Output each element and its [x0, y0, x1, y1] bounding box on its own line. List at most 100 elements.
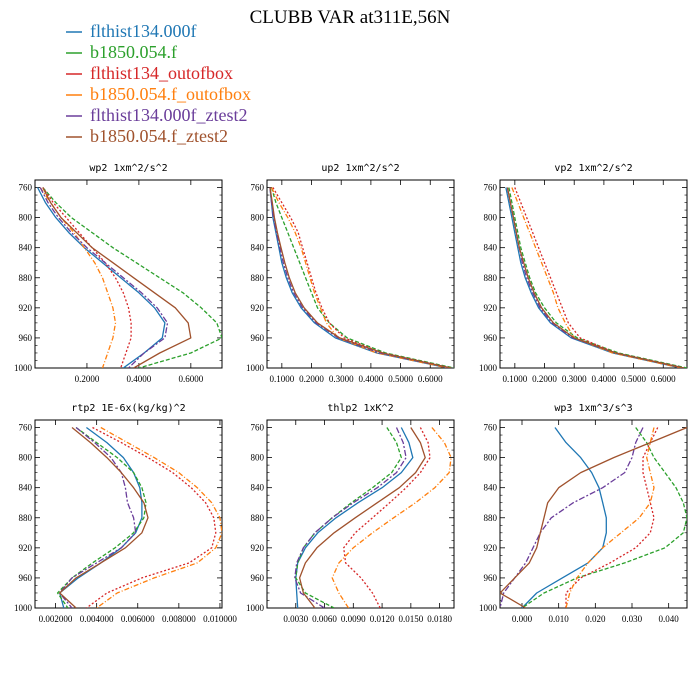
series-line [269, 187, 449, 368]
panel-title: vp2 1xm^2/s^2 [554, 163, 632, 174]
series-group [269, 187, 454, 368]
x-tick-label: 0.010000 [203, 614, 237, 624]
y-tick-label: 760 [19, 183, 33, 193]
chart-panel: rtp2 1E-6x(kg/kg)^2 760 800 840 880 920 960 100… [14, 403, 237, 624]
series-line [521, 427, 687, 608]
x-tick-label: 0.0120 [370, 614, 395, 624]
series-group [56, 426, 222, 608]
x-tick-label: 0.0060 [312, 614, 337, 624]
y-tick-label: 760 [251, 183, 265, 193]
y-tick-label: 840 [251, 243, 265, 253]
series-line [500, 426, 687, 608]
series-line [298, 427, 426, 608]
y-tick-label: 840 [484, 483, 498, 493]
x-tick-label: 0.008000 [162, 614, 196, 624]
series-line [86, 426, 217, 608]
x-tick-label: 0.0090 [341, 614, 366, 624]
y-tick-label: 920 [251, 303, 265, 313]
legend: flthist134.000fb1850.054.fflthist134_out… [66, 21, 251, 146]
x-tick-label: 0.6000 [418, 374, 443, 384]
series-line [39, 187, 169, 368]
plot-frame [34, 179, 223, 369]
y-tick-label: 960 [484, 333, 498, 343]
plot-frame [499, 419, 688, 609]
y-tick-label: 800 [19, 453, 33, 463]
series-line [42, 187, 222, 368]
y-tick-label: 1000 [14, 363, 33, 373]
series-group [505, 187, 687, 368]
panel-title: rtp2 1E-6x(kg/kg)^2 [71, 403, 185, 414]
panel-title: up2 1xm^2/s^2 [321, 163, 399, 174]
series-group [37, 187, 222, 368]
y-tick-label: 880 [484, 273, 498, 283]
series-line [514, 187, 685, 368]
series-line [42, 187, 132, 368]
y-tick-label: 880 [251, 513, 265, 523]
series-line [269, 187, 452, 368]
y-tick-label: 1000 [479, 363, 498, 373]
y-tick-label: 760 [484, 423, 498, 433]
x-tick-label: 0.010 [549, 614, 570, 624]
series-line [505, 187, 682, 368]
series-line [508, 187, 687, 368]
x-tick-label: 0.2000 [299, 374, 324, 384]
series-line [521, 427, 607, 608]
chart-panel: wp2 1xm^2/s^2 760 800 840 880 920 960 1000 0.200… [14, 163, 223, 384]
series-line [294, 427, 407, 608]
series-line [272, 187, 452, 368]
series-line [270, 187, 449, 368]
figure-title: CLUBB VAR at311E,56N [250, 7, 451, 28]
y-tick-label: 800 [19, 213, 33, 223]
legend-label: b1850.054.f [90, 42, 177, 62]
x-tick-label: 0.1000 [502, 374, 527, 384]
series-line [343, 427, 431, 608]
y-tick-label: 760 [484, 183, 498, 193]
x-tick-label: 0.6000 [651, 374, 676, 384]
x-tick-label: 0.6000 [178, 374, 203, 384]
y-tick-label: 1000 [14, 603, 33, 613]
panels: wp2 1xm^2/s^2 760 800 840 880 920 960 1000 0.200… [14, 163, 688, 624]
y-tick-label: 760 [19, 423, 33, 433]
x-tick-label: 0.4000 [127, 374, 152, 384]
chart-panel: vp2 1xm^2/s^2 760 800 840 880 920 960 1000 0.100… [479, 163, 688, 384]
chart-panel: up2 1xm^2/s^2 760 800 840 880 920 960 1000 0.100… [246, 163, 455, 384]
series-line [565, 427, 659, 608]
series-line [506, 187, 685, 368]
x-tick-label: 0.5000 [388, 374, 413, 384]
legend-label: flthist134_outofbox [90, 63, 233, 83]
series-line [37, 187, 166, 368]
x-tick-label: 0.1000 [269, 374, 294, 384]
chart-panel: thlp2 1xK^2 760 800 840 880 920 960 1000 0.0030 0… [246, 403, 455, 624]
x-tick-label: 0.020 [585, 614, 606, 624]
y-tick-label: 840 [19, 243, 33, 253]
series-group [500, 426, 687, 608]
y-tick-label: 840 [19, 483, 33, 493]
y-tick-label: 1000 [246, 363, 265, 373]
y-tick-label: 800 [484, 453, 498, 463]
x-tick-label: 0.3000 [329, 374, 354, 384]
x-tick-label: 0.2000 [75, 374, 100, 384]
y-tick-label: 800 [484, 213, 498, 223]
series-line [269, 187, 452, 368]
y-tick-label: 960 [19, 573, 33, 583]
x-tick-label: 0.0150 [398, 614, 423, 624]
y-tick-label: 960 [484, 573, 498, 583]
panel-title: wp2 1xm^2/s^2 [89, 163, 167, 174]
x-tick-label: 0.4000 [592, 374, 617, 384]
legend-label: flthist134.000f_ztest2 [90, 105, 247, 125]
x-tick-label: 0.0180 [427, 614, 452, 624]
y-tick-label: 960 [19, 333, 33, 343]
y-tick-label: 1000 [246, 603, 265, 613]
x-tick-label: 0.004000 [80, 614, 114, 624]
x-tick-label: 0.030 [622, 614, 643, 624]
y-tick-label: 920 [484, 543, 498, 553]
series-line [56, 426, 147, 608]
x-tick-label: 0.040 [659, 614, 680, 624]
legend-label: b1850.054.f_ztest2 [90, 126, 228, 146]
y-tick-label: 800 [251, 213, 265, 223]
series-line [511, 187, 682, 368]
y-tick-label: 880 [251, 273, 265, 283]
y-tick-label: 920 [484, 303, 498, 313]
series-line [270, 187, 454, 368]
